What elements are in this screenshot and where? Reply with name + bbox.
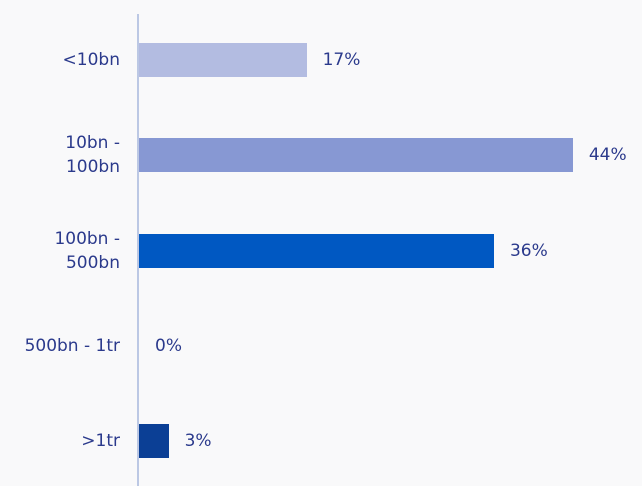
bar	[139, 424, 169, 458]
category-label: 100bn - 500bn	[54, 228, 120, 273]
data-label: 17%	[322, 50, 361, 70]
data-label: 3%	[184, 431, 212, 451]
category-label: <10bn	[62, 50, 120, 70]
category-label: >1tr	[81, 431, 120, 451]
bar	[139, 233, 494, 268]
data-label: 36%	[509, 240, 548, 261]
bar	[139, 43, 307, 77]
bar	[139, 138, 573, 173]
data-label: 0%	[155, 335, 182, 356]
category-label: 10bn - 100bn	[65, 133, 120, 178]
axis-line	[137, 14, 139, 486]
category-label: 500bn - 1tr	[24, 335, 120, 356]
data-label: 44%	[588, 145, 627, 166]
